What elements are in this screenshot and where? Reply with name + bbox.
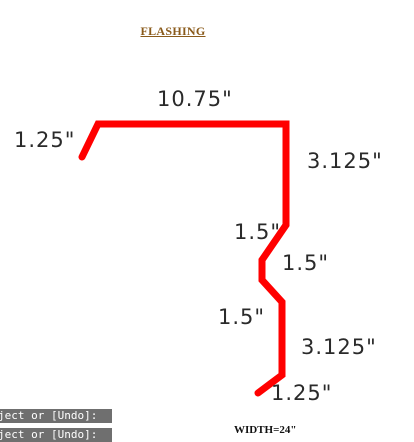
drawing-title: FLASHING: [140, 24, 206, 38]
command-line-history: ject or [Undo]:: [0, 409, 112, 423]
command-line-prompt[interactable]: ject or [Undo]:: [0, 428, 112, 442]
dimension-left-hem: 1.25": [14, 128, 75, 152]
flashing-profile-line: [78, 120, 290, 397]
dimension-right-lower: 3.125": [301, 335, 377, 359]
dimension-offset-lower: 1.5": [218, 305, 265, 329]
dimension-offset-upper: 1.5": [234, 220, 281, 244]
dimension-top: 10.75": [157, 87, 233, 111]
dimension-bottom-hem: 1.25": [271, 381, 332, 405]
width-label: WIDTH=24": [234, 424, 297, 436]
dimension-right-upper: 3.125": [307, 149, 383, 173]
dimension-offset-middle: 1.5": [282, 251, 329, 275]
